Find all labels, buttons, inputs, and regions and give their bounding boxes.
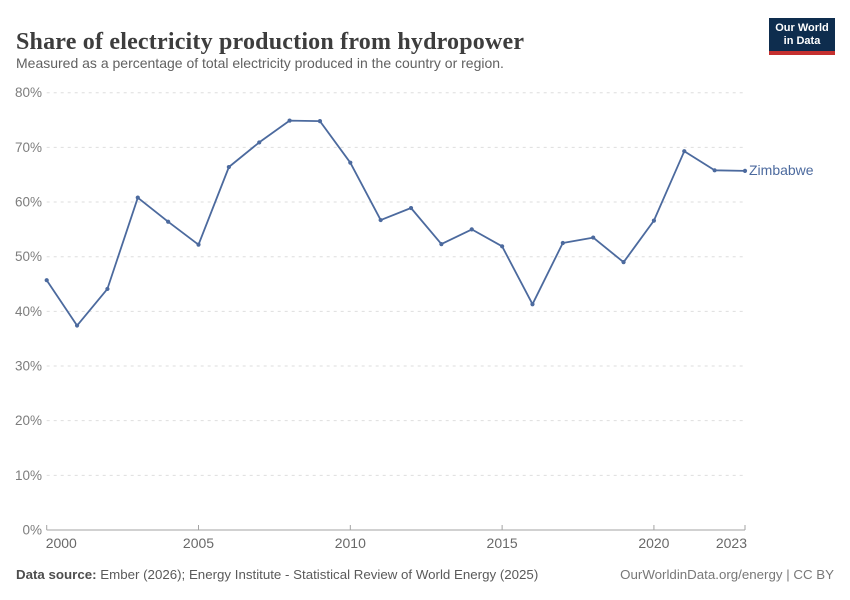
data-point xyxy=(348,160,353,165)
data-point xyxy=(621,260,626,265)
y-tick-label: 40% xyxy=(15,304,42,319)
x-tick-label: 2023 xyxy=(716,535,747,550)
owid-logo[interactable]: Our World in Data xyxy=(769,18,835,56)
x-tick-label: 2010 xyxy=(335,535,366,550)
owid-logo-line1: Our World xyxy=(775,22,829,34)
data-point xyxy=(408,205,414,211)
x-tick-label: 2005 xyxy=(183,535,214,550)
page-subtitle: Measured as a percentage of total electr… xyxy=(16,55,504,71)
y-tick-label: 80% xyxy=(15,85,42,100)
chart-area: 0% 10% 20% 30% 40% 50% 60% 70% 80% 2000 2005 2010 20… xyxy=(0,80,850,551)
y-tick-label: 10% xyxy=(15,468,42,483)
data-source-text: Ember (2026); Energy Institute - Statist… xyxy=(96,567,539,582)
x-tick-label: 2020 xyxy=(638,535,669,550)
y-tick-label: 20% xyxy=(15,413,42,428)
data-point xyxy=(74,323,80,328)
data-point xyxy=(591,235,596,240)
data-point xyxy=(257,140,262,145)
data-point xyxy=(560,240,565,246)
y-tick-label: 60% xyxy=(15,195,42,210)
x-tick-label: 2000 xyxy=(46,535,77,550)
footer: Data source: Ember (2026); Energy Instit… xyxy=(16,567,834,582)
y-tick-label: 50% xyxy=(15,249,42,264)
data-point xyxy=(439,242,444,247)
data-point xyxy=(287,118,292,123)
data-point xyxy=(742,168,748,173)
data-point xyxy=(651,218,657,223)
line-chart[interactable]: 0% 10% 20% 30% 40% 50% 60% 70% 80% 2000 2005 2010 20… xyxy=(0,80,850,551)
data-point xyxy=(135,195,140,200)
page-title: Share of electricity production from hyd… xyxy=(16,29,525,56)
owid-logo-line2: in Data xyxy=(783,35,821,48)
data-point xyxy=(317,119,323,124)
data-point xyxy=(712,168,717,173)
y-tick-label: 0% xyxy=(22,523,42,538)
data-source-note: Data source: Ember (2026); Energy Instit… xyxy=(16,567,538,582)
data-point xyxy=(226,164,231,170)
data-line xyxy=(45,119,746,327)
x-tick-label: 2015 xyxy=(487,535,518,550)
data-point xyxy=(378,217,383,223)
footer-license-link[interactable]: OurWorldinData.org/energy | CC BY xyxy=(620,567,834,582)
data-point xyxy=(469,227,474,232)
y-tick-label: 70% xyxy=(15,140,42,155)
y-tick-label: 30% xyxy=(15,359,42,374)
data-source-label: Data source: xyxy=(16,567,97,582)
series-label-zimbabwe: Zimbabwe xyxy=(749,161,814,178)
data-point xyxy=(166,219,171,224)
data-point xyxy=(530,302,535,307)
data-point xyxy=(500,244,505,249)
data-point xyxy=(682,149,687,154)
data-point xyxy=(44,278,49,283)
data-point xyxy=(196,242,201,247)
data-point xyxy=(105,286,110,292)
